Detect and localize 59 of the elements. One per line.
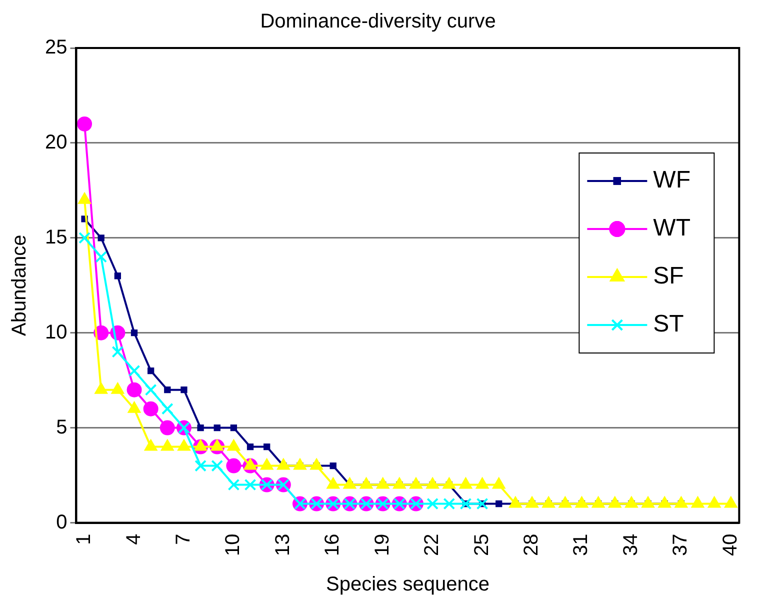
x-tick-label: 1 bbox=[73, 534, 96, 545]
x-tick-label: 22 bbox=[421, 534, 444, 556]
y-tick-label: 0 bbox=[56, 511, 68, 534]
x-tick-label: 13 bbox=[272, 534, 294, 556]
point bbox=[244, 478, 256, 491]
point bbox=[330, 462, 336, 470]
y-tick-label: 5 bbox=[56, 416, 68, 438]
x-axis-title: Species sequence bbox=[326, 574, 490, 596]
x-tick-label: 7 bbox=[172, 534, 194, 545]
point bbox=[180, 386, 188, 394]
point bbox=[160, 420, 175, 436]
point bbox=[264, 443, 270, 450]
point bbox=[78, 232, 90, 244]
point bbox=[143, 401, 158, 416]
x-tick-label: 37 bbox=[670, 534, 692, 556]
point bbox=[114, 272, 122, 280]
point bbox=[443, 498, 456, 510]
point bbox=[147, 368, 154, 374]
y-tick-label: 15 bbox=[44, 226, 68, 248]
point bbox=[95, 250, 108, 263]
x-tick-label: 10 bbox=[222, 534, 244, 556]
y-axis-title: Abundance bbox=[8, 234, 31, 336]
x-tick-label: 25 bbox=[470, 534, 493, 556]
point bbox=[228, 478, 240, 491]
y-tick-label: 10 bbox=[44, 321, 68, 344]
point bbox=[230, 424, 238, 432]
point bbox=[246, 443, 254, 450]
point bbox=[128, 364, 140, 377]
point bbox=[98, 234, 104, 242]
y-tick-label: 20 bbox=[44, 131, 68, 154]
point bbox=[496, 500, 502, 508]
point bbox=[112, 346, 124, 358]
x-tick-label: 31 bbox=[570, 534, 592, 556]
chart-title: Dominance-diversity curve bbox=[260, 10, 496, 33]
point bbox=[460, 498, 472, 510]
legend-label: SF bbox=[653, 262, 684, 290]
x-tick-label: 19 bbox=[371, 534, 394, 556]
legend-label: ST bbox=[653, 310, 684, 338]
point bbox=[211, 460, 224, 472]
point bbox=[476, 498, 488, 510]
x-tick-label: 4 bbox=[122, 534, 145, 545]
point bbox=[164, 386, 171, 394]
point bbox=[214, 424, 220, 432]
point bbox=[194, 460, 206, 472]
point bbox=[161, 402, 174, 415]
legend-label: WF bbox=[653, 166, 690, 194]
x-tick-label: 34 bbox=[620, 534, 642, 556]
point bbox=[197, 424, 204, 432]
point bbox=[144, 384, 157, 396]
point bbox=[226, 458, 242, 474]
y-tick-label: 25 bbox=[44, 36, 68, 59]
legend-label: WT bbox=[653, 214, 691, 242]
x-tick-label: 40 bbox=[719, 534, 742, 556]
point bbox=[77, 116, 92, 132]
x-tick-label: 28 bbox=[520, 534, 543, 556]
x-tick-label: 16 bbox=[322, 534, 344, 556]
point bbox=[126, 382, 142, 398]
point bbox=[130, 330, 138, 336]
point bbox=[426, 498, 439, 510]
